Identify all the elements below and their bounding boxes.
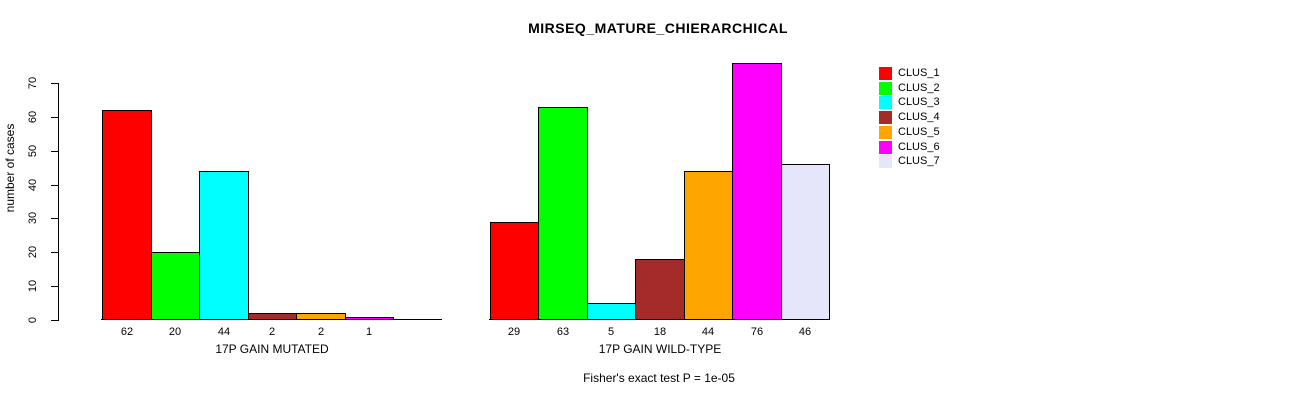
legend-label: CLUS_4 — [898, 111, 940, 123]
legend-swatch-clus_4 — [879, 111, 892, 124]
y-tick — [51, 286, 58, 287]
y-tick-label: 0 — [27, 316, 39, 324]
bar-value-label: 18 — [653, 326, 667, 338]
legend-label: CLUS_2 — [898, 82, 940, 94]
bar-clus_6-group1 — [345, 317, 394, 320]
bar-clus_3-group1 — [199, 171, 249, 320]
bar-clus_3-group2 — [587, 303, 636, 320]
bar-value-label: 5 — [607, 326, 615, 338]
chart-title: MIRSEQ_MATURE_CHIERARCHICAL — [528, 20, 788, 36]
bar-value-label: 2 — [317, 326, 325, 338]
bar-value-label: 62 — [120, 326, 134, 338]
bar-clus_4-group2 — [635, 259, 685, 320]
bar-value-label: 2 — [268, 326, 276, 338]
legend: CLUS_1 CLUS_2 CLUS_3 CLUS_4 CLUS_5 CLUS_6 CLUS… — [879, 62, 1039, 182]
bar-value-label: 46 — [798, 326, 812, 338]
legend-swatch-clus_2 — [879, 82, 892, 95]
y-tick-label: 60 — [27, 110, 39, 124]
y-tick — [51, 320, 58, 321]
footer-note: Fisher's exact test P = 1e-05 — [583, 371, 735, 385]
legend-label: CLUS_3 — [898, 96, 940, 108]
legend-label: CLUS_7 — [898, 155, 940, 167]
y-tick-label: 40 — [27, 178, 39, 192]
legend-swatch-clus_1 — [879, 67, 892, 80]
bar-clus_4-group1 — [248, 313, 297, 320]
bar-value-label: 20 — [168, 326, 182, 338]
group-label-mutated: 17P GAIN MUTATED — [215, 342, 329, 356]
bar-value-label: 29 — [507, 326, 521, 338]
bar-value-label: 44 — [701, 326, 715, 338]
y-tick-label: 10 — [27, 279, 39, 293]
y-tick — [51, 83, 58, 84]
bar-clus_1-group1 — [102, 110, 152, 320]
y-tick — [51, 185, 58, 186]
group-label-wild-type: 17P GAIN WILD-TYPE — [598, 342, 722, 356]
bar-clus_5-group2 — [684, 171, 733, 320]
y-tick-label: 20 — [27, 245, 39, 259]
y-tick — [51, 252, 58, 253]
bar-value-label: 44 — [217, 326, 231, 338]
y-tick — [51, 117, 58, 118]
bar-clus_5-group1 — [296, 313, 346, 320]
legend-swatch-clus_5 — [879, 126, 892, 139]
legend-swatch-clus_6 — [879, 141, 892, 154]
bar-clus_1-group2 — [490, 222, 539, 320]
y-tick — [51, 218, 58, 219]
legend-label: CLUS_5 — [898, 126, 940, 138]
legend-swatch-clus_7 — [879, 155, 892, 168]
bar-value-label: 1 — [365, 326, 373, 338]
bar-clus_6-group2 — [732, 63, 782, 320]
legend-label: CLUS_1 — [898, 67, 940, 79]
bar-clus_7-group2 — [781, 164, 830, 320]
bar-clus_2-group2 — [538, 107, 588, 320]
y-tick-label: 50 — [27, 144, 39, 158]
legend-label: CLUS_6 — [898, 141, 940, 153]
y-tick-label: 70 — [27, 76, 39, 90]
legend-swatch-clus_3 — [879, 96, 892, 109]
y-tick — [51, 151, 58, 152]
y-axis — [58, 83, 59, 321]
bar-value-label: 76 — [750, 326, 764, 338]
bar-clus_2-group1 — [151, 252, 200, 320]
bar-value-label: 63 — [556, 326, 570, 338]
